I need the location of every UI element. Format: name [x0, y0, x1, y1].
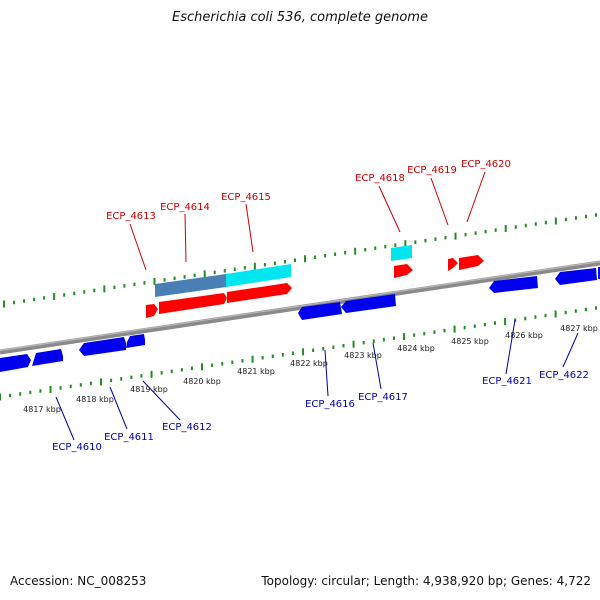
upper-tick-track	[3, 213, 597, 308]
reverse-gene-label[interactable]: ECP_4621	[482, 376, 532, 387]
rna-feature-4615[interactable]	[226, 264, 291, 287]
reverse-gene-leader-line	[505, 319, 516, 375]
genome-backbone-highlight	[0, 260, 600, 352]
genome-backbone	[0, 260, 600, 355]
reverse-gene-leader-line	[562, 332, 579, 368]
kbp-label: 4818 kbp	[76, 395, 114, 404]
forward-gene-leader-line	[378, 185, 401, 233]
gene-ecp-4610[interactable]	[0, 354, 31, 372]
reverse-gene-label[interactable]: ECP_4612	[162, 422, 212, 433]
rna-features	[155, 245, 412, 297]
gene-ecp-4616[interactable]	[298, 302, 342, 320]
forward-gene-leader-line	[245, 203, 254, 253]
kbp-label: 4817 kbp	[23, 405, 61, 414]
forward-genes	[146, 255, 484, 318]
gene-ecp-4612[interactable]	[126, 334, 145, 348]
lower-tick-track	[0, 306, 597, 401]
accession-text: Accession: NC_008253	[10, 574, 147, 588]
gene-ecp-4613[interactable]	[146, 304, 158, 318]
forward-gene-labels: ECP_4613 ECP_4614 ECP_4615 ECP_4618ECP_4619…	[106, 159, 511, 271]
gene-ecp-4611[interactable]	[79, 337, 126, 356]
kbp-label: 4822 kbp	[290, 359, 328, 368]
forward-gene-label[interactable]: ECP_4614	[160, 202, 210, 213]
reverse-gene-label[interactable]: ECP_4610	[52, 442, 102, 453]
reverse-genes	[0, 267, 600, 372]
forward-gene-leader-line	[184, 213, 187, 263]
gene-ecp-4615[interactable]	[227, 283, 292, 303]
reverse-gene-leader-line	[55, 396, 75, 441]
forward-gene-leader-line	[466, 171, 486, 223]
reverse-gene-label[interactable]: ECP_4617	[358, 392, 408, 403]
kbp-label: 4826 kbp	[505, 331, 543, 340]
kbp-label: 4824 kbp	[397, 344, 435, 353]
forward-gene-label[interactable]: ECP_4618	[355, 173, 405, 184]
reverse-gene-leader-line	[142, 380, 181, 421]
reverse-gene-label[interactable]: ECP_4611	[104, 432, 154, 443]
gene-ecp-4614[interactable]	[159, 293, 227, 314]
reverse-gene-leader-line	[372, 342, 382, 390]
forward-gene-leader-line	[430, 177, 449, 226]
forward-gene-label[interactable]: ECP_4615	[221, 192, 271, 203]
kbp-label: 4827 kbp	[560, 324, 598, 333]
reverse-gene-leader-line	[324, 349, 329, 397]
gene-ecp-4619[interactable]	[448, 258, 458, 271]
reverse-gene-leader-line	[109, 386, 128, 430]
genome-summary-text: Topology: circular; Length: 4,938,920 bp…	[261, 574, 591, 588]
rna-feature-4614[interactable]	[155, 274, 226, 297]
forward-gene-label[interactable]: ECP_4619	[407, 165, 457, 176]
reverse-gene-label[interactable]: ECP_4622	[539, 370, 589, 381]
gene-ecp-4618[interactable]	[394, 264, 413, 278]
gene-ecp-4620[interactable]	[459, 255, 484, 270]
gene-ecp-4617[interactable]	[341, 294, 396, 313]
forward-gene-leader-line	[129, 223, 147, 271]
kbp-scale-labels: 4817 kbp 4818 kbp 4819 kbp 4820 kbp 4821 kbp…	[23, 324, 598, 414]
gene-ecp-4610b[interactable]	[32, 349, 63, 366]
gene-ecp-4622[interactable]	[555, 268, 597, 285]
kbp-label: 4823 kbp	[344, 351, 382, 360]
forward-gene-label[interactable]: ECP_4613	[106, 211, 156, 222]
gene-ecp-4621[interactable]	[489, 276, 538, 293]
reverse-gene-label[interactable]: ECP_4616	[305, 399, 355, 410]
forward-gene-label[interactable]: ECP_4620	[461, 159, 511, 170]
kbp-label: 4821 kbp	[237, 367, 275, 376]
rna-feature-4618[interactable]	[391, 245, 412, 261]
map-title: Escherichia coli 536, complete genome	[172, 10, 428, 25]
kbp-label: 4825 kbp	[451, 337, 489, 346]
kbp-label: 4820 kbp	[183, 377, 221, 386]
kbp-label: 4819 kbp	[130, 385, 168, 394]
